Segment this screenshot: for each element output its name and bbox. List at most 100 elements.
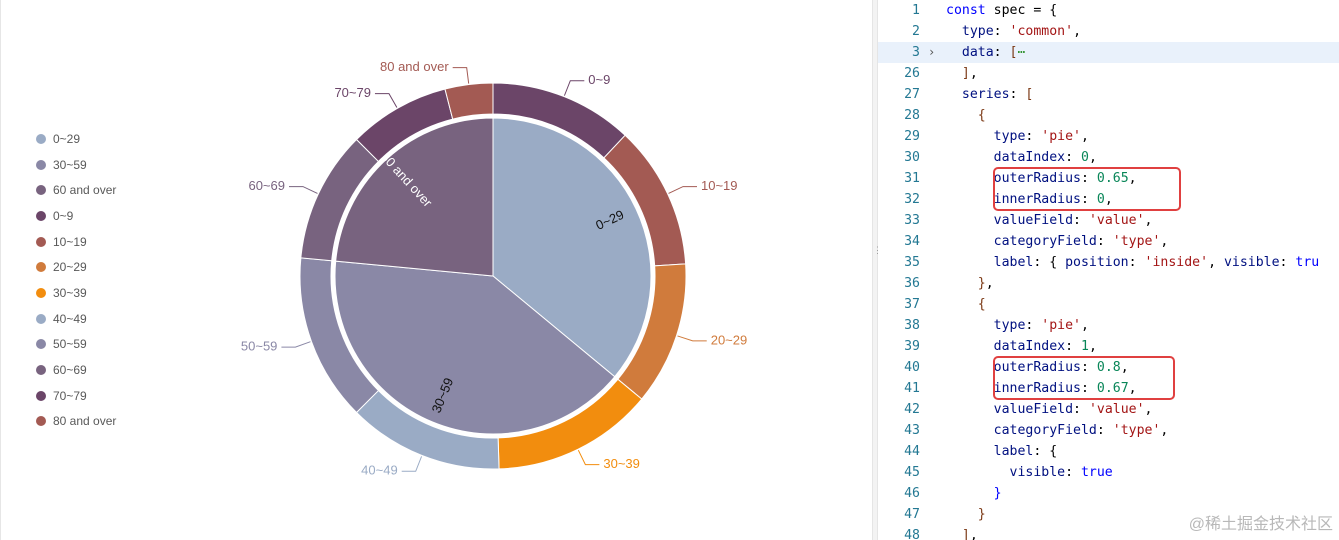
legend-item[interactable]: 70~79 (36, 383, 116, 409)
legend-item[interactable]: 10~19 (36, 229, 116, 255)
legend-label: 30~59 (53, 157, 87, 172)
highlight-box-outer-radii (993, 356, 1175, 400)
line-number: 2 (912, 24, 920, 39)
code-text: type: 'pie', (946, 129, 1089, 144)
outer-label-leader (563, 80, 585, 96)
legend-item[interactable]: 30~39 (36, 280, 116, 306)
line-number: 30 (904, 150, 920, 165)
line-number: 36 (904, 276, 920, 291)
line-number: 3 (912, 45, 920, 60)
line-number: 34 (904, 234, 920, 249)
legend-label: 40~49 (53, 311, 87, 326)
code-line[interactable]: 43 categoryField: 'type', (878, 420, 1339, 441)
line-number: 1 (912, 3, 920, 18)
outer-slice-label: 40~49 (361, 463, 398, 478)
code-line[interactable]: 29 type: 'pie', (878, 126, 1339, 147)
line-number: 42 (904, 402, 920, 417)
code-editor[interactable]: 1 const spec = {2 type: 'common', 3 › data:… (878, 0, 1339, 540)
code-line[interactable]: 38 type: 'pie', (878, 315, 1339, 336)
code-line[interactable]: 48 ], (878, 525, 1339, 540)
legend-marker-icon (36, 313, 46, 324)
legend-label: 70~79 (53, 388, 87, 403)
outer-slice-label: 80 and over (380, 59, 449, 74)
code-text: innerRadius: 0, (946, 192, 1113, 207)
code-line[interactable]: 46 } (878, 483, 1339, 504)
code-line[interactable]: 1 const spec = { (878, 0, 1339, 21)
legend-item[interactable]: 60~69 (36, 357, 116, 383)
code-line[interactable]: 3 › data: [⋯ (878, 42, 1339, 63)
outer-label-leader (452, 67, 470, 84)
legend-marker-icon (36, 185, 46, 196)
legend-item[interactable]: 0~29 (36, 126, 116, 152)
inner-slice[interactable] (334, 260, 616, 435)
line-number: 26 (904, 66, 920, 81)
line-number: 41 (904, 381, 920, 396)
line-number: 31 (904, 171, 920, 186)
code-line[interactable]: 37 { (878, 294, 1339, 315)
code-line[interactable]: 28 { (878, 105, 1339, 126)
legend-item[interactable]: 60 and over (36, 177, 116, 203)
legend-label: 0~29 (53, 131, 81, 146)
inner-slice[interactable] (335, 117, 494, 277)
line-number: 35 (904, 255, 920, 270)
outer-label-leader (374, 93, 398, 108)
code-text: dataIndex: 1, (946, 339, 1097, 354)
outer-label-leader (677, 335, 707, 342)
panel-splitter[interactable]: ⋮ (872, 0, 882, 540)
legend-marker-icon (36, 262, 46, 273)
outer-label-leader (668, 186, 698, 194)
legend-item[interactable]: 20~29 (36, 254, 116, 280)
code-line[interactable]: 41 innerRadius: 0.67, (878, 378, 1339, 399)
code-line[interactable]: 40 outerRadius: 0.8, (878, 357, 1339, 378)
legend-item[interactable]: 0~9 (36, 203, 116, 229)
code-line[interactable]: 36 }, (878, 273, 1339, 294)
code-text: label: { position: 'inside', visible: tr… (946, 255, 1320, 270)
legend-marker-icon (36, 339, 46, 350)
legend-item[interactable]: 30~59 (36, 152, 116, 178)
line-number: 28 (904, 108, 920, 123)
outer-label-leader (281, 341, 311, 348)
code-line[interactable]: 35 label: { position: 'inside', visible:… (878, 252, 1339, 273)
code-text: innerRadius: 0.67, (946, 381, 1137, 396)
code-text: const spec = { (946, 3, 1058, 18)
fold-chevron-icon[interactable]: › (928, 45, 936, 59)
outer-slice[interactable] (444, 82, 494, 120)
code-line[interactable]: 34 categoryField: 'type', (878, 231, 1339, 252)
code-line[interactable]: 39 dataIndex: 1, (878, 336, 1339, 357)
legend-marker-icon (36, 210, 46, 221)
line-number: 32 (904, 192, 920, 207)
code-line[interactable]: 33 valueField: 'value', (878, 210, 1339, 231)
outer-label-leader (288, 186, 318, 194)
code-line[interactable]: 27 series: [ (878, 84, 1339, 105)
legend-item[interactable]: 50~59 (36, 332, 116, 358)
legend-marker-icon (36, 390, 46, 401)
legend-label: 20~29 (53, 260, 87, 275)
code-text: outerRadius: 0.65, (946, 171, 1137, 186)
legend-item[interactable]: 80 and over (36, 409, 116, 435)
outer-label-leader (401, 456, 423, 472)
code-text: valueField: 'value', (946, 402, 1153, 417)
legend-item[interactable]: 40~49 (36, 306, 116, 332)
code-text: valueField: 'value', (946, 213, 1153, 228)
code-text: label: { (946, 444, 1058, 459)
code-text: type: 'common', (946, 24, 1082, 39)
line-number: 48 (904, 528, 920, 540)
code-line[interactable]: 44 label: { (878, 441, 1339, 462)
code-line[interactable]: 26 ], (878, 63, 1339, 84)
legend-label: 10~19 (53, 234, 87, 249)
line-number: 47 (904, 507, 920, 522)
watermark: @稀土掘金技术社区 (1188, 516, 1333, 533)
code-line[interactable]: 30 dataIndex: 0, (878, 147, 1339, 168)
code-text: outerRadius: 0.8, (946, 360, 1129, 375)
outer-slice-label: 10~19 (701, 178, 738, 193)
code-line[interactable]: 47 } (878, 504, 1339, 525)
code-line[interactable]: 32 innerRadius: 0, (878, 189, 1339, 210)
code-line[interactable]: 2 type: 'common', (878, 21, 1339, 42)
code-line[interactable]: 45 visible: true (878, 462, 1339, 483)
code-line[interactable]: 31 outerRadius: 0.65, (878, 168, 1339, 189)
legend: 0~29 30~59 60 and over 0~9 10~19 20~29 30~39 40… (36, 126, 116, 434)
line-number: 43 (904, 423, 920, 438)
legend-marker-icon (36, 365, 46, 376)
code-line[interactable]: 42 valueField: 'value', (878, 399, 1339, 420)
inner-slice[interactable] (492, 117, 652, 378)
